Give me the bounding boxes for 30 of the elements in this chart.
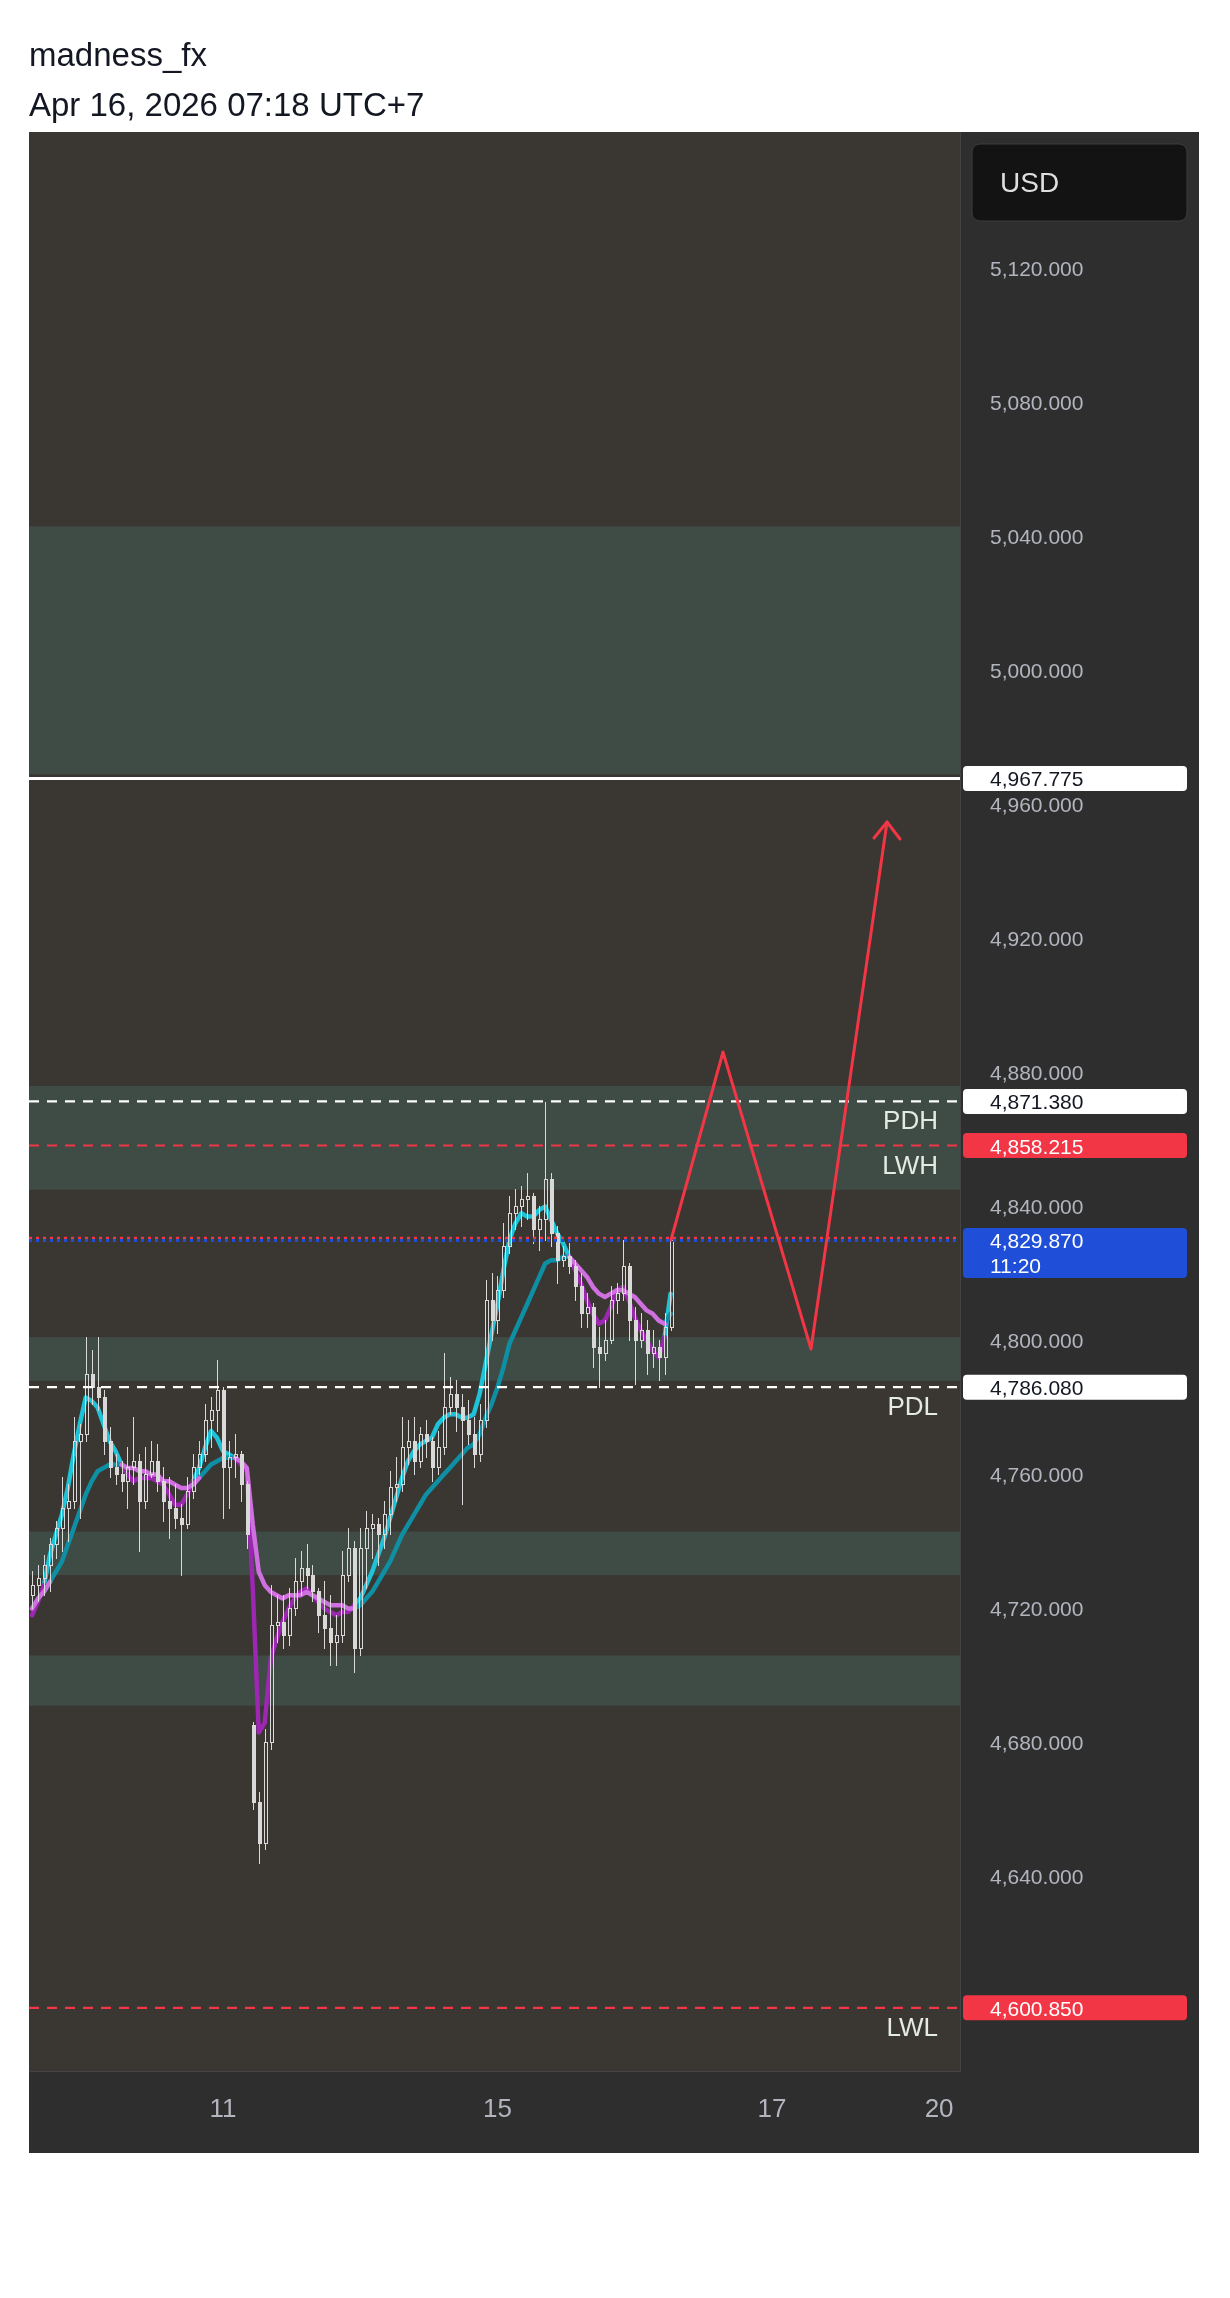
x-tick-label: 15 <box>483 2093 512 2124</box>
y-tick-label: 5,080.000 <box>990 390 1084 414</box>
ref-line-label: 4,600.850 <box>990 1996 1084 2020</box>
x-tick-label: 17 <box>757 2093 787 2124</box>
y-tick-label: 4,640.000 <box>990 1864 1084 1888</box>
annotation: LWL <box>886 2011 938 2042</box>
annotation: PDL <box>887 1391 938 1422</box>
y-tick-label: 4,680.000 <box>990 1730 1084 1754</box>
y-tick-label: 4,720.000 <box>990 1596 1084 1620</box>
y-tick-label: 5,120.000 <box>990 256 1084 280</box>
ref-line-label: 4,829.870 11:20 <box>990 1228 1084 1277</box>
ref-line-label: 4,967.775 <box>990 766 1084 790</box>
ref-line-label: 4,871.380 <box>990 1089 1084 1113</box>
x-tick-label: 11 <box>209 2093 237 2124</box>
chart-title: madness_fx <box>29 36 208 73</box>
y-tick-label: 4,800.000 <box>990 1328 1084 1352</box>
y-tick-label: 4,880.000 <box>990 1060 1084 1084</box>
y-tick-label: 4,760.000 <box>990 1462 1084 1486</box>
y-tick-label: 5,040.000 <box>990 524 1084 548</box>
ref-line-label: 4,786.080 <box>990 1375 1084 1399</box>
annotation: PDH <box>883 1105 938 1136</box>
y-tick-label: 5,000.000 <box>990 658 1084 682</box>
chart-subtitle: Apr 16, 2026 07:18 UTC+7 <box>29 86 425 123</box>
y-tick-label: 4,960.000 <box>990 792 1084 816</box>
annotation: LWH <box>882 1149 938 1180</box>
y-axis-title: USD <box>1000 167 1060 198</box>
x-tick-label: 20 <box>924 2093 954 2124</box>
y-tick-label: 4,920.000 <box>990 926 1084 950</box>
y-tick-label: 4,840.000 <box>990 1194 1084 1218</box>
ref-line-label: 4,858.215 <box>990 1134 1084 1158</box>
